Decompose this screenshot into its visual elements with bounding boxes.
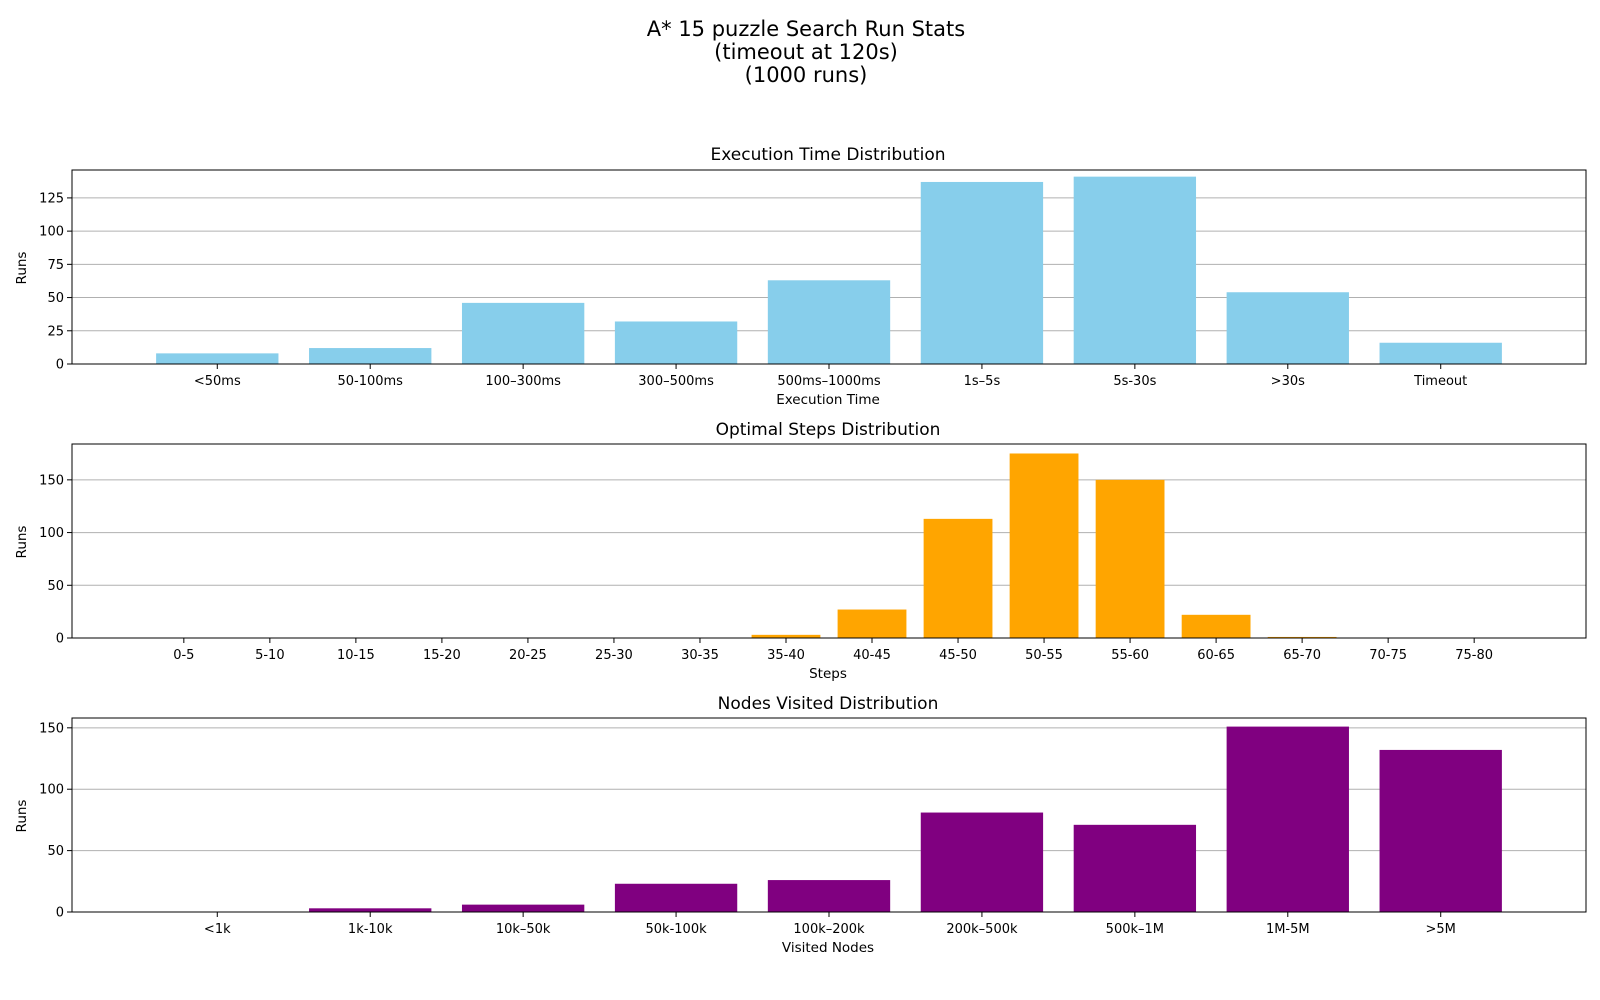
execution-time-xtick-label: >30s	[1271, 374, 1305, 389]
nodes-visited-chart: Nodes Visited Distribution Visited Nodes…	[14, 694, 1587, 956]
optimal-steps-bar	[1181, 614, 1251, 638]
nodes-visited-bar	[461, 904, 585, 912]
nodes-visited-bar	[1226, 726, 1349, 912]
optimal-steps-xtick-label: 50-55	[1025, 648, 1063, 663]
nodes-visited-xtick-label: 1k-10k	[348, 922, 393, 937]
optimal-steps-xtick-label: 55-60	[1111, 648, 1149, 663]
optimal-steps-ytick-label: 0	[56, 632, 64, 647]
optimal-steps-xtick-label: 40-45	[853, 648, 891, 663]
optimal-steps-xtick-label: 65-70	[1283, 648, 1321, 663]
nodes-visited-ytick-label: 100	[39, 783, 64, 798]
execution-time-chart-xlabel: Execution Time	[776, 392, 880, 408]
execution-time-bar	[461, 302, 585, 364]
nodes-visited-ytick-label: 150	[39, 721, 64, 736]
execution-time-ytick-label: 25	[47, 324, 64, 339]
optimal-steps-ytick-label: 150	[39, 473, 64, 488]
optimal-steps-bar	[1267, 636, 1337, 638]
execution-time-ytick-label: 0	[56, 358, 64, 373]
optimal-steps-xtick-label: 5-10	[255, 648, 285, 663]
optimal-steps-ytick-label: 50	[47, 579, 64, 594]
execution-time-xtick-label: 5s-30s	[1113, 374, 1156, 389]
optimal-steps-plot-area: 0 50 100 150 0-5 5-10 10-15 15-20 20-25 25-30 30-3…	[39, 443, 1587, 663]
execution-time-xtick-label: 1s–5s	[964, 374, 1001, 389]
optimal-steps-chart: Optimal Steps Distribution Steps Runs 0 5…	[14, 420, 1587, 682]
execution-time-ytick-label: 75	[47, 258, 64, 273]
execution-time-bar	[1073, 176, 1197, 364]
nodes-visited-ytick-label: 50	[47, 844, 64, 859]
optimal-steps-xtick-label: 20-25	[509, 648, 547, 663]
optimal-steps-chart-ylabel: Runs	[14, 526, 30, 559]
execution-time-xtick-label: Timeout	[1413, 374, 1467, 389]
optimal-steps-xtick-label: 25-30	[595, 648, 633, 663]
optimal-steps-bar	[1095, 479, 1165, 638]
execution-time-ytick-label: 100	[39, 225, 64, 240]
execution-time-chart-title: Execution Time Distribution	[710, 145, 945, 165]
optimal-steps-bar	[837, 609, 907, 638]
optimal-steps-chart-xlabel: Steps	[809, 666, 847, 682]
optimal-steps-xtick-label: 30-35	[681, 648, 719, 663]
optimal-steps-ytick-label: 100	[39, 526, 64, 541]
optimal-steps-xtick-label: 0-5	[173, 648, 194, 663]
execution-time-xtick-label: 100–300ms	[485, 374, 561, 389]
execution-time-xtick-label: 50-100ms	[337, 374, 403, 389]
execution-time-xtick-label: <50ms	[194, 374, 241, 389]
nodes-visited-xtick-label: 10k–50k	[496, 922, 551, 937]
nodes-visited-bar	[614, 883, 738, 912]
optimal-steps-xtick-label: 10-15	[337, 648, 375, 663]
execution-time-bar	[767, 280, 891, 364]
execution-time-bar	[1226, 292, 1349, 364]
figure-title-line-3: (1000 runs)	[745, 63, 868, 87]
execution-time-bar	[309, 348, 432, 364]
execution-time-chart-ylabel: Runs	[14, 252, 30, 285]
nodes-visited-bar	[920, 812, 1044, 912]
nodes-visited-xtick-label: <1k	[204, 922, 231, 937]
nodes-visited-xtick-label: 50k-100k	[646, 922, 708, 937]
nodes-visited-chart-title: Nodes Visited Distribution	[718, 694, 939, 714]
nodes-visited-xtick-label: 200k–500k	[946, 922, 1018, 937]
execution-time-bar	[920, 181, 1044, 364]
execution-time-chart: Execution Time Distribution Execution Ti…	[14, 145, 1587, 408]
execution-time-xtick-label: 500ms–1000ms	[777, 374, 880, 389]
figure-title-line-2: (timeout at 120s)	[714, 40, 898, 64]
optimal-steps-xtick-label: 15-20	[423, 648, 461, 663]
nodes-visited-chart-ylabel: Runs	[14, 800, 30, 833]
execution-time-bar	[156, 353, 279, 364]
execution-time-bar	[614, 321, 738, 364]
optimal-steps-xtick-label: 45-50	[939, 648, 977, 663]
nodes-visited-ytick-label: 0	[56, 906, 64, 921]
nodes-visited-chart-xlabel: Visited Nodes	[782, 940, 874, 956]
optimal-steps-bar	[1009, 453, 1079, 638]
nodes-visited-bar	[1073, 824, 1197, 912]
optimal-steps-xtick-label: 60-65	[1197, 648, 1235, 663]
optimal-steps-bar	[751, 634, 821, 638]
nodes-visited-plot-area: 0 50 100 150 <1k 1k-10k 10k–50k 50k-100k 100k–20…	[39, 717, 1587, 937]
nodes-visited-xtick-label: >5M	[1426, 922, 1456, 937]
optimal-steps-xtick-label: 70-75	[1369, 648, 1407, 663]
optimal-steps-xtick-label: 75-80	[1455, 648, 1493, 663]
execution-time-ytick-label: 50	[47, 291, 64, 306]
nodes-visited-xtick-label: 500k–1M	[1106, 922, 1164, 937]
nodes-visited-bar	[767, 880, 891, 912]
execution-time-plot-area: 0 25 50 75 100 125 <50ms 50-100ms 100–300ms 300–5…	[39, 169, 1587, 389]
nodes-visited-xtick-label: 1M-5M	[1266, 922, 1310, 937]
nodes-visited-xtick-label: 100k–200k	[793, 922, 865, 937]
optimal-steps-axes-frame	[71, 443, 1587, 639]
execution-time-bar	[1379, 342, 1502, 364]
figure-title-line-1: A* 15 puzzle Search Run Stats	[647, 17, 965, 41]
nodes-visited-bar	[1379, 749, 1502, 912]
execution-time-xtick-label: 300–500ms	[638, 374, 714, 389]
optimal-steps-bar	[923, 518, 993, 638]
execution-time-ytick-label: 125	[39, 191, 64, 206]
nodes-visited-bar	[309, 908, 432, 912]
optimal-steps-xtick-label: 35-40	[767, 648, 805, 663]
optimal-steps-chart-title: Optimal Steps Distribution	[716, 420, 941, 440]
